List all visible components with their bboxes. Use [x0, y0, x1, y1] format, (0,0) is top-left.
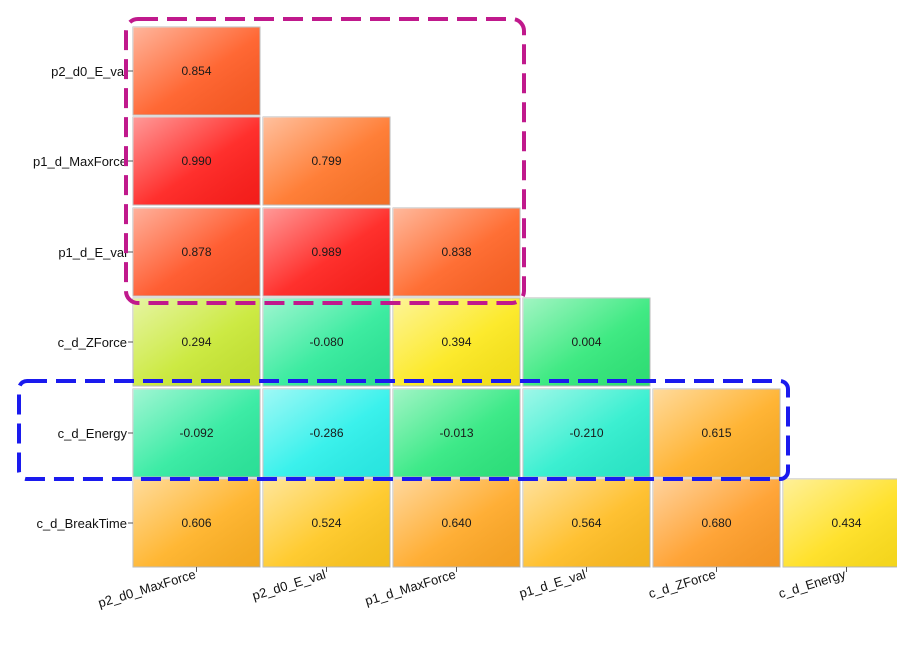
heatmap-cell: 0.640 — [392, 478, 521, 568]
cell-value-label: 0.799 — [311, 154, 341, 168]
heatmap-cell: 0.990 — [132, 116, 261, 206]
cell-value-label: 0.606 — [181, 516, 211, 530]
highlight-box-magenta — [124, 17, 526, 305]
cell-value-label: -0.286 — [309, 426, 343, 440]
heatmap-cell: -0.286 — [262, 388, 391, 478]
heatmap-cell: -0.092 — [132, 388, 261, 478]
heatmap-cell: -0.080 — [262, 297, 391, 387]
row-label: p1_d_MaxForce — [33, 154, 127, 169]
heatmap-cell-sheen — [133, 27, 260, 115]
cell-value-label: 0.640 — [441, 516, 471, 530]
cell-value-label: 0.564 — [571, 516, 601, 530]
column-label: p2_d0_E_val — [250, 566, 327, 603]
row-label: c_d_BreakTime — [36, 516, 127, 531]
heatmap-cell: 0.434 — [782, 478, 897, 568]
heatmap-cells: 0.854 0.990 0.799 0.878 0.989 0.838 0.294 -0.08… — [132, 26, 897, 568]
heatmap-cell-sheen — [393, 208, 520, 296]
heatmap-cell-sheen — [523, 389, 650, 477]
column-label: c_d_ZForce — [647, 567, 718, 602]
heatmap-cell: 0.989 — [262, 207, 391, 297]
heatmap-cell: -0.013 — [392, 388, 521, 478]
heatmap-cell-sheen — [393, 298, 520, 386]
heatmap-cell-sheen — [393, 479, 520, 567]
cell-value-label: 0.434 — [831, 516, 861, 530]
heatmap-cell-sheen — [263, 298, 390, 386]
heatmap-cell-sheen — [393, 389, 520, 477]
cell-value-label: 0.615 — [701, 426, 731, 440]
heatmap-cell-sheen — [133, 479, 260, 567]
row-label: p2_d0_E_val — [51, 64, 127, 79]
cell-value-label: 0.989 — [311, 245, 341, 259]
cell-value-label: 0.524 — [311, 516, 341, 530]
heatmap-cell: 0.838 — [392, 207, 521, 297]
cell-value-label: 0.878 — [181, 245, 211, 259]
heatmap-cell-sheen — [133, 208, 260, 296]
heatmap-cell: 0.294 — [132, 297, 261, 387]
highlight-boxes — [17, 17, 790, 481]
heatmap-cell: 0.878 — [132, 207, 261, 297]
cell-value-label: -0.210 — [569, 426, 603, 440]
row-labels: p2_d0_E_val p1_d_MaxForce p1_d_E_val c_d_ZF… — [33, 64, 133, 531]
heatmap-cell-sheen — [263, 479, 390, 567]
cell-value-label: -0.092 — [179, 426, 213, 440]
heatmap-cell-sheen — [263, 117, 390, 205]
heatmap-cell-sheen — [133, 117, 260, 205]
heatmap-cell: -0.210 — [522, 388, 651, 478]
cell-value-label: 0.854 — [181, 64, 211, 78]
heatmap-cell: 0.680 — [652, 478, 781, 568]
heatmap-cell-sheen — [653, 389, 780, 477]
cell-value-label: 0.838 — [441, 245, 471, 259]
column-label: c_d_Energy — [777, 566, 848, 601]
column-label: p1_d_MaxForce — [363, 567, 457, 609]
heatmap-cell: 0.004 — [522, 297, 651, 387]
column-labels: p2_d0_MaxForce p2_d0_E_val p1_d_MaxForce p1… — [96, 566, 848, 610]
cell-value-label: -0.080 — [309, 335, 343, 349]
cell-value-label: 0.004 — [571, 335, 601, 349]
heatmap-cell: 0.615 — [652, 388, 781, 478]
heatmap-cell: 0.606 — [132, 478, 261, 568]
row-label: p1_d_E_val — [58, 245, 127, 260]
heatmap-cell-sheen — [133, 298, 260, 386]
cell-value-label: 0.294 — [181, 335, 211, 349]
heatmap-cell-sheen — [263, 389, 390, 477]
heatmap-cell-sheen — [133, 389, 260, 477]
cell-value-label: -0.013 — [439, 426, 473, 440]
heatmap-cell-sheen — [653, 479, 780, 567]
heatmap-cell-sheen — [523, 298, 650, 386]
heatmap-cell-sheen — [523, 479, 650, 567]
column-label: p1_d_E_val — [517, 566, 587, 600]
heatmap-cell: 0.799 — [262, 116, 391, 206]
highlight-box-blue — [17, 379, 790, 481]
heatmap-cell-sheen — [263, 208, 390, 296]
column-label: p2_d0_MaxForce — [96, 567, 197, 611]
heatmap-cell: 0.394 — [392, 297, 521, 387]
row-label: c_d_Energy — [58, 426, 128, 441]
cell-value-label: 0.680 — [701, 516, 731, 530]
heatmap-cell: 0.854 — [132, 26, 261, 116]
heatmap-cell-sheen — [783, 479, 897, 567]
cell-value-label: 0.990 — [181, 154, 211, 168]
cell-value-label: 0.394 — [441, 335, 471, 349]
heatmap-cell: 0.564 — [522, 478, 651, 568]
heatmap-cell: 0.524 — [262, 478, 391, 568]
row-label: c_d_ZForce — [58, 335, 127, 350]
